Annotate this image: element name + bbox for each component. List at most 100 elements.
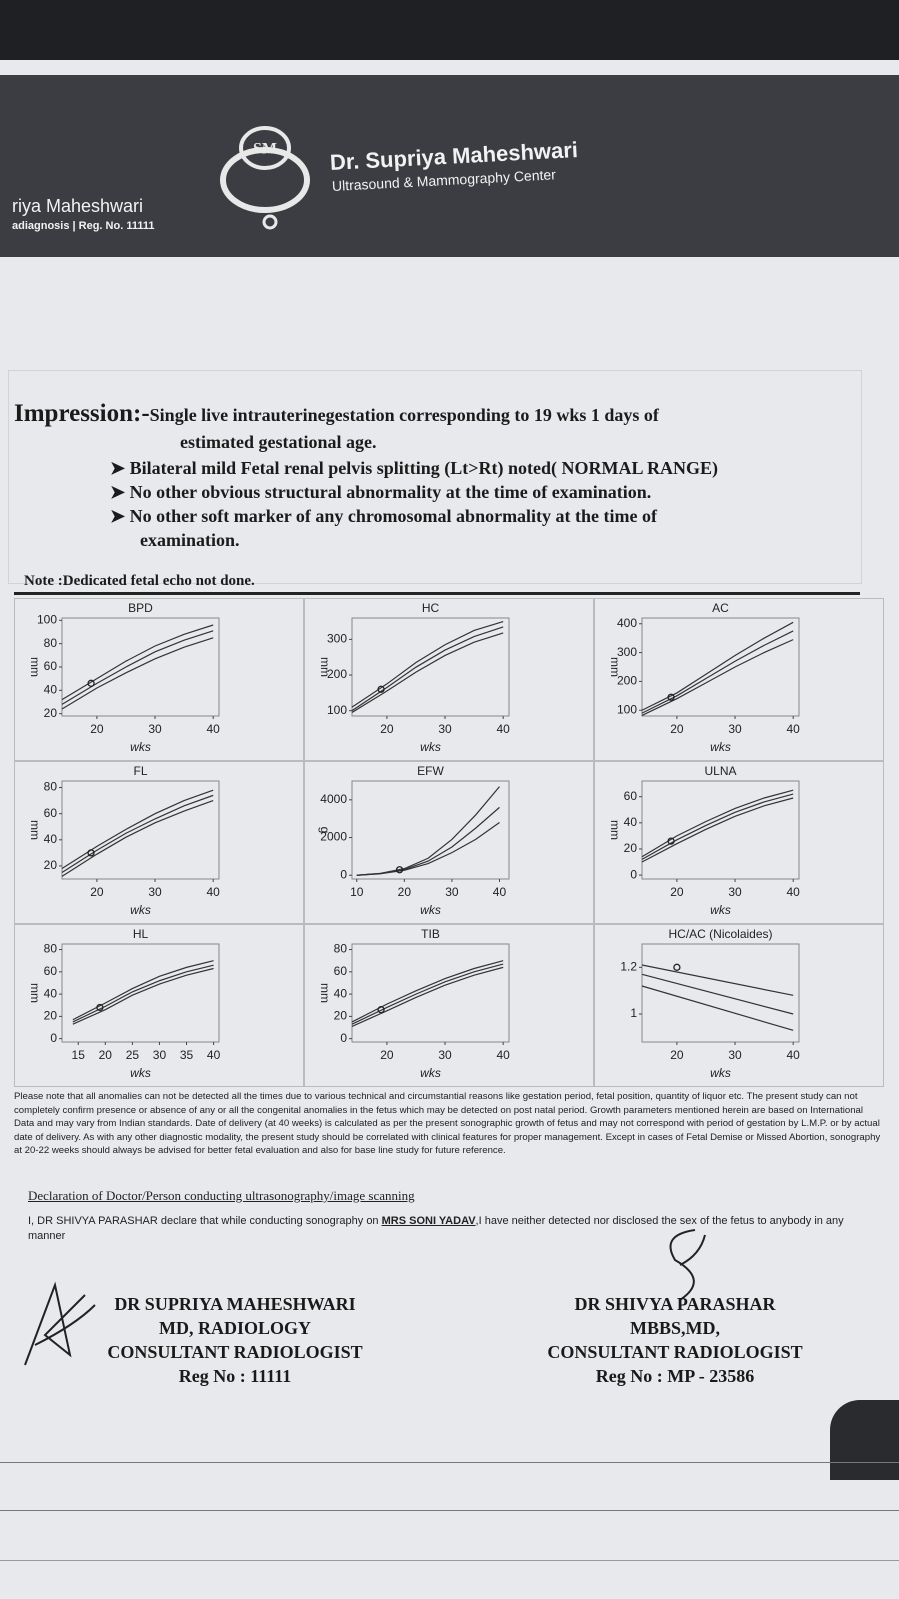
- declaration-after: ,I have neither detected nor disclosed t…: [28, 1215, 844, 1242]
- x-tick-label: 20: [670, 722, 684, 736]
- doctor-reg: Reg No : 11111: [178, 1366, 292, 1386]
- curve: [641, 985, 794, 1031]
- bullet: ➤ Bilateral mild Fetal renal pelvis spli…: [110, 458, 718, 478]
- chart-title: HL: [133, 927, 149, 941]
- curve: [356, 786, 500, 876]
- chart-grid: BPD 20 40 60 80 100 20 30 40 wks mm HC 100 200 300 20 30…: [14, 598, 884, 1088]
- y-axis-label: mm: [28, 820, 42, 840]
- curve: [72, 967, 214, 1025]
- curve: [641, 973, 794, 1015]
- logo: SM: [220, 126, 310, 230]
- plot-frame: [351, 943, 510, 1043]
- x-tick-label: 40: [207, 1048, 221, 1062]
- left-sub: adiagnosis | Reg. No. 11111: [12, 220, 155, 232]
- x-tick-label: 20: [90, 722, 104, 736]
- patient-point: [667, 693, 675, 701]
- chart-title: ULNA: [704, 764, 736, 778]
- x-tick-label: 20: [380, 722, 394, 736]
- patient-point: [87, 849, 95, 857]
- cell-border: [594, 924, 884, 1087]
- x-axis-label: wks: [420, 740, 441, 754]
- y-tick-label: 40: [624, 815, 638, 829]
- doctor-reg: Reg No : MP - 23586: [595, 1366, 755, 1386]
- doctor-name: DR SHIVYA PARASHAR: [574, 1294, 776, 1314]
- patient-name: MRS SONI YADAV: [381, 1215, 476, 1227]
- y-tick-label: 2000: [320, 830, 347, 844]
- y-tick-label: 0: [50, 1031, 57, 1045]
- y-axis-label: mm: [318, 657, 332, 677]
- x-tick-label: 30: [728, 1048, 742, 1062]
- cell-border: [14, 761, 304, 924]
- curve: [641, 797, 794, 863]
- impression-text: estimated gestational age.: [180, 432, 377, 452]
- curve: [61, 800, 214, 877]
- x-tick-label: 40: [493, 885, 507, 899]
- y-axis-label: g: [318, 827, 332, 834]
- curve: [641, 621, 794, 711]
- doctor-name: DR SUPRIYA MAHESHWARI: [114, 1294, 356, 1314]
- y-axis-label: mm: [28, 657, 42, 677]
- y-tick-label: 0: [340, 1031, 347, 1045]
- cell-border: [14, 598, 304, 761]
- plot-frame: [641, 617, 800, 717]
- x-tick-label: 25: [126, 1048, 140, 1062]
- rule: [14, 592, 860, 595]
- y-tick-label: 20: [44, 706, 58, 720]
- y-axis-label: mm: [318, 983, 332, 1003]
- declaration-heading: Declaration of Doctor/Person conducting …: [28, 1188, 415, 1203]
- qr-corner: [830, 1400, 899, 1480]
- doctor-title: CONSULTANT RADIOLOGIST: [107, 1342, 363, 1362]
- bullet-text: No other soft marker of any chromosomal …: [129, 506, 658, 526]
- plot-frame: [61, 617, 220, 717]
- x-tick-label: 40: [497, 1048, 511, 1062]
- x-axis-label: wks: [710, 1066, 731, 1080]
- curve: [356, 806, 500, 876]
- curve: [356, 821, 500, 876]
- doctor-degree: MBBS,MD,: [630, 1318, 720, 1338]
- x-tick-label: 15: [72, 1048, 86, 1062]
- chart-title: HC/AC (Nicolaides): [668, 927, 772, 941]
- patient-point: [377, 685, 385, 693]
- cell-border: [304, 598, 594, 761]
- impression-line: Impression:-Single live intrauterinegest…: [14, 400, 659, 428]
- x-axis-label: wks: [420, 1066, 441, 1080]
- bullet-text: No other obvious structural abnormality …: [129, 482, 652, 502]
- header-band: [0, 75, 899, 257]
- declaration-text: I, DR SHIVYA PARASHAR declare that while…: [28, 1214, 868, 1244]
- x-tick-label: 30: [438, 1048, 452, 1062]
- chart: FL 20 40 60 80 20 30 40 wks mm: [14, 761, 304, 924]
- y-tick-label: 40: [44, 683, 58, 697]
- curve: [61, 637, 214, 710]
- y-tick-label: 0: [630, 867, 637, 881]
- left-name: riya Maheshwari: [12, 196, 144, 216]
- y-tick-label: 200: [617, 674, 637, 688]
- y-tick-label: 40: [44, 832, 58, 846]
- y-tick-label: 80: [334, 942, 348, 956]
- logo-ring: [220, 147, 310, 213]
- x-tick-label: 40: [207, 885, 221, 899]
- y-tick-label: 60: [44, 964, 58, 978]
- x-tick-label: 30: [445, 885, 459, 899]
- chart-title: FL: [133, 764, 147, 778]
- patient-point: [673, 963, 681, 971]
- chart: TIB 0 20 40 60 80 20 30 40 wks mm: [304, 924, 594, 1087]
- y-tick-label: 60: [334, 964, 348, 978]
- cell-border: [594, 761, 884, 924]
- y-tick-label: 0: [340, 867, 347, 881]
- x-tick-label: 20: [90, 885, 104, 899]
- chart: HC 100 200 300 20 30 40 wks mm: [304, 598, 594, 761]
- x-tick-label: 40: [497, 722, 511, 736]
- curve: [641, 639, 794, 716]
- y-tick-label: 20: [44, 858, 58, 872]
- y-tick-label: 300: [617, 645, 637, 659]
- patient-point: [87, 679, 95, 687]
- x-tick-label: 30: [153, 1048, 167, 1062]
- bullet: ➤ No other obvious structural abnormalit…: [110, 482, 652, 502]
- x-axis-label: wks: [710, 740, 731, 754]
- plot-frame: [61, 943, 220, 1043]
- doctor-title: CONSULTANT RADIOLOGIST: [547, 1342, 803, 1362]
- x-axis-label: wks: [710, 903, 731, 917]
- y-tick-label: 20: [624, 841, 638, 855]
- bullet-text: examination.: [140, 530, 240, 550]
